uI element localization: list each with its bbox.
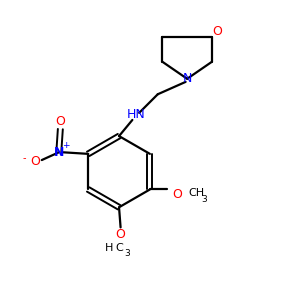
Text: O: O (172, 188, 182, 201)
Text: O: O (213, 25, 222, 38)
Text: O: O (56, 115, 65, 128)
Text: 3: 3 (124, 249, 130, 258)
Text: -: - (22, 153, 26, 163)
Text: CH: CH (188, 188, 204, 199)
Text: N: N (182, 72, 192, 85)
Text: +: + (62, 141, 69, 150)
Text: HN: HN (127, 108, 146, 121)
Text: H: H (105, 244, 113, 254)
Text: O: O (116, 228, 125, 241)
Text: C: C (115, 244, 123, 254)
Text: O: O (31, 155, 40, 168)
Text: 3: 3 (201, 195, 207, 204)
Text: N: N (54, 146, 64, 159)
